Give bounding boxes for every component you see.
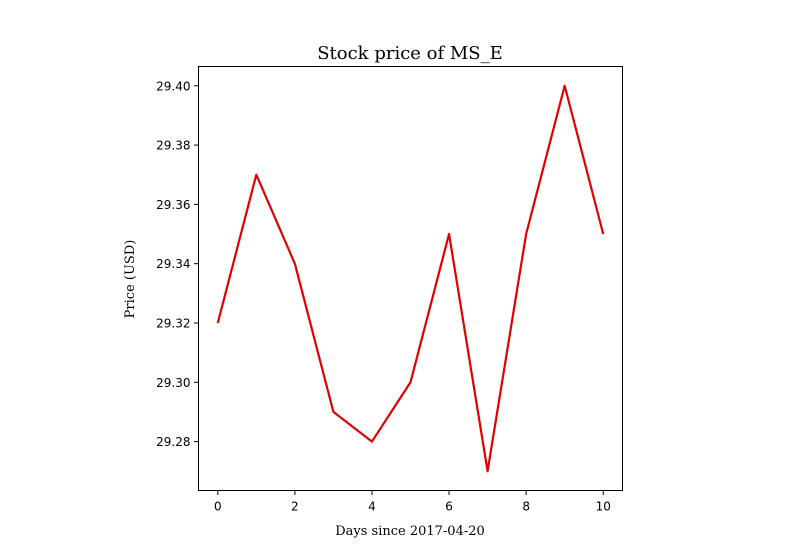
y-tick-label: 29.36 [156, 198, 190, 212]
y-tick-label: 29.40 [156, 79, 190, 93]
x-tick-label: 4 [368, 500, 376, 514]
x-tick-label: 8 [522, 500, 530, 514]
x-axis: 0 2 4 6 8 10 [214, 490, 611, 514]
y-tick-label: 29.34 [156, 257, 190, 271]
y-tick-label: 29.30 [156, 376, 190, 390]
x-tick-label: 10 [596, 500, 611, 514]
x-axis-label: Days since 2017-04-20 [335, 524, 485, 539]
x-tick-label: 6 [445, 500, 453, 514]
y-tick-label: 29.32 [156, 316, 190, 330]
series-group [216, 84, 605, 473]
y-axis: 29.28 29.30 29.32 29.34 29.36 29.38 29.40 [156, 79, 199, 449]
chart-title: Stock price of MS_E [317, 43, 503, 64]
y-tick-label: 29.28 [156, 435, 190, 449]
y-axis-label: Price (USD) [123, 240, 138, 319]
y-tick-label: 29.38 [156, 139, 190, 153]
x-tick-label: 0 [214, 500, 222, 514]
series-line-ms-e [216, 84, 605, 473]
x-tick-label: 2 [291, 500, 299, 514]
plot-frame [198, 66, 623, 491]
